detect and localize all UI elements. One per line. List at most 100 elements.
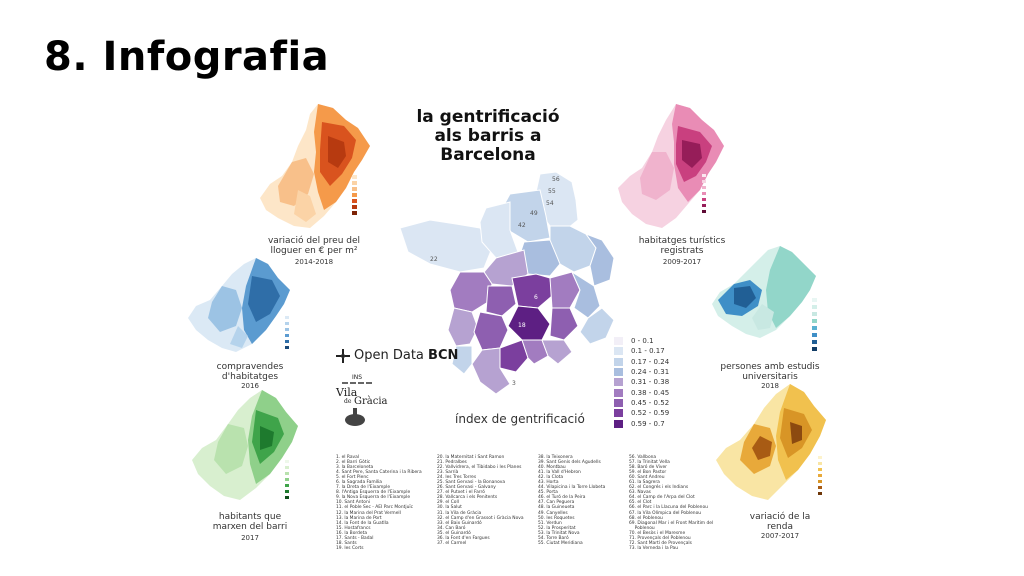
neighbourhood-list-item: 32. el Camp d'en Grassot i Gràcia Nova <box>437 515 524 521</box>
neighbourhood-list-item: 72. Sant Martí de Provençals <box>629 540 692 546</box>
rent-price-legend <box>352 175 378 221</box>
caption-line: habitatges turístics <box>638 236 726 246</box>
neighbourhood-list-item: 62. el Congrés i els Indians <box>629 485 689 491</box>
neighbourhood-list-item: 1. el Raval <box>336 455 360 460</box>
neighbourhood-list-item: 23. Sarrià <box>437 470 459 476</box>
neighbourhood-list-item: 31. la Vila de Gràcia <box>437 510 482 516</box>
income-variation-years: 2007-2017 <box>760 532 800 540</box>
neighbourhood-list-item: 15. Hostafrancs <box>336 525 371 531</box>
neighbourhood-list-item: 58. Baró de Viver <box>629 465 667 471</box>
legend-label: 0.31 - 0.38 <box>631 378 670 387</box>
university-map <box>712 246 816 338</box>
neighbourhood-list-item: 48. la Guineueta <box>538 505 575 511</box>
gentrification-index-caption: índex de gentrificació <box>455 412 585 426</box>
residents-leaving-years: 2017 <box>241 534 259 542</box>
neighbourhood-list-item: 3. la Barceloneta <box>336 465 374 471</box>
district-number: 3 <box>512 380 516 387</box>
district-number: 42 <box>518 222 526 229</box>
neighbourhood-list-item: 10. Sant Antoni <box>336 500 370 506</box>
legend-label: 0.1 - 0.17 <box>631 347 665 356</box>
neighbourhood-list-item: 16. la Bordeta <box>336 530 368 536</box>
caption-line: variació del preu del <box>267 236 361 246</box>
neighbourhood-list-item: 63. Navas <box>629 490 651 496</box>
legend-label: 0.59 - 0.7 <box>631 419 665 428</box>
neighbourhood-list-item: 38. la Teixonera <box>538 455 573 460</box>
income-variation-legend <box>818 456 822 495</box>
legend-entry: 0.52 - 0.59 <box>614 408 669 418</box>
infographic-title-line: la gentrificació <box>416 107 560 127</box>
neighbourhood-list-column: 38. la Teixonera 39. Sant Genís dels Agud… <box>538 455 605 546</box>
legend-entry: 0.24 - 0.31 <box>614 367 669 377</box>
legend-entry: 0 - 0.1 <box>614 336 669 346</box>
caption-line: marxen del barri <box>212 522 288 532</box>
legend-label: 0.38 - 0.45 <box>631 388 670 397</box>
neighbourhood-list-item: 7. la Dreta de l'Eixample <box>336 485 391 491</box>
neighbourhood-list-item: 64. el Camp de l'Arpa del Clot <box>629 495 695 501</box>
income-variation-map <box>716 384 826 500</box>
caption-line: persones amb estudis <box>720 362 820 372</box>
residents-leaving-caption: habitants que marxen del barri <box>196 512 304 532</box>
legend-swatch <box>614 409 623 418</box>
neighbourhood-list-item: 5. el Fort Pienc <box>336 475 369 481</box>
neighbourhood-list-item: 17. Sants - Badal <box>336 535 374 541</box>
residents-leaving-legend <box>285 460 289 499</box>
university-years: 2018 <box>761 382 779 390</box>
neighbourhood-list-item: 68. el Poblenou <box>629 515 663 521</box>
tourist-flats-caption: habitatges turístics registrats <box>630 236 734 256</box>
neighbourhood-list-column: 56. Vallbona 57. la Trinitat Vella 58. Bar… <box>629 455 713 551</box>
tourist-flats-years: 2009-2017 <box>662 258 702 266</box>
gentrification-index-map <box>399 171 615 395</box>
legend-entry: 0.17 - 0.24 <box>614 357 669 367</box>
tourist-flats-map <box>618 104 724 228</box>
open-data-bcn-text: BCN <box>428 348 459 363</box>
neighbourhood-list-item: 6. la Sagrada Família <box>336 480 382 486</box>
legend-swatch <box>614 368 623 377</box>
neighbourhood-list-item: 65. el Clot <box>629 500 652 506</box>
caption-line: lloguer en € per m² <box>270 246 358 256</box>
neighbourhood-list-item: 55. Ciutat Meridiana <box>538 540 583 546</box>
neighbourhood-list-item: 42. la Clota <box>538 475 564 481</box>
legend-entry: 0.38 - 0.45 <box>614 387 669 397</box>
legend-label: 0 - 0.1 <box>631 337 654 346</box>
neighbourhood-list-item: 18. Sants <box>336 540 357 546</box>
rent-price-years: 2014-2018 <box>294 258 334 266</box>
neighbourhood-list-item: 47. Can Peguera <box>538 500 575 506</box>
neighbourhood-list-item: 60. Sant Andreu <box>629 475 665 481</box>
caption-line: compravendes <box>216 362 284 372</box>
neighbourhood-list-item: 51. Verdun <box>538 520 562 526</box>
tourist-flats-legend <box>702 174 706 213</box>
neighbourhood-list-item: 21. Pedralbes <box>437 460 467 466</box>
neighbourhood-list-item: 29. el Coll <box>437 500 459 506</box>
open-data-icon <box>336 348 350 363</box>
neighbourhood-list-item: 40. Montbau <box>538 465 566 471</box>
neighbourhood-list-column: 20. la Maternitat i Sant Ramon 21. Pedral… <box>437 455 524 546</box>
neighbourhood-list-item: 52. la Prosperitat <box>538 525 576 531</box>
house-sales-caption: compravendes d'habitatges <box>196 362 304 382</box>
district-number: 49 <box>530 210 538 217</box>
neighbourhood-list-item: 43. Horta <box>538 480 559 486</box>
neighbourhood-list-item: 11. el Poble Sec - AEI Parc Montjuïc <box>336 505 413 511</box>
rent-price-caption: variació del preu del lloguer en € per m… <box>262 236 366 256</box>
bell-tower-icon <box>345 408 365 426</box>
neighbourhood-list-column: 1. el Raval 2. el Barri Gòtic 3. la Barcel… <box>336 455 422 551</box>
neighbourhood-list-item: 41. la Vall d'Hebron <box>538 470 581 476</box>
house-sales-legend <box>285 316 289 349</box>
neighbourhood-list-item: 19. les Corts <box>336 545 364 551</box>
caption-line: habitants que <box>218 512 282 522</box>
legend-swatch <box>614 378 623 387</box>
neighbourhood-list-item: 26. Sant Gervasi - Galvany <box>437 485 496 491</box>
neighbourhood-list-item: 69. Diagonal Mar i el Front Marítim del <box>629 520 714 526</box>
house-sales-map <box>188 258 290 352</box>
logo-text: de <box>344 398 352 405</box>
neighbourhood-list-item: 71. Provençals del Poblenou <box>629 535 691 541</box>
legend-label: 0.24 - 0.31 <box>631 368 670 377</box>
neighbourhood-list-item: 45. Porta <box>538 490 558 496</box>
neighbourhood-list-item: 13. la Marina de Port <box>336 515 382 521</box>
infographic-title: la gentrificació als barris a Barcelona <box>400 108 576 165</box>
neighbourhood-list-item: 37. el Carmel <box>437 540 467 546</box>
district-number: 54 <box>546 200 554 207</box>
neighbourhood-list-item: 35. el Guinardó <box>437 530 471 536</box>
neighbourhood-list-item: 4. Sant Pere, Santa Caterina i la Ribera <box>336 470 422 476</box>
infographic-title-line: Barcelona <box>440 145 536 165</box>
neighbourhood-list-item: 28. Vallcarca i els Penitents <box>437 495 498 501</box>
